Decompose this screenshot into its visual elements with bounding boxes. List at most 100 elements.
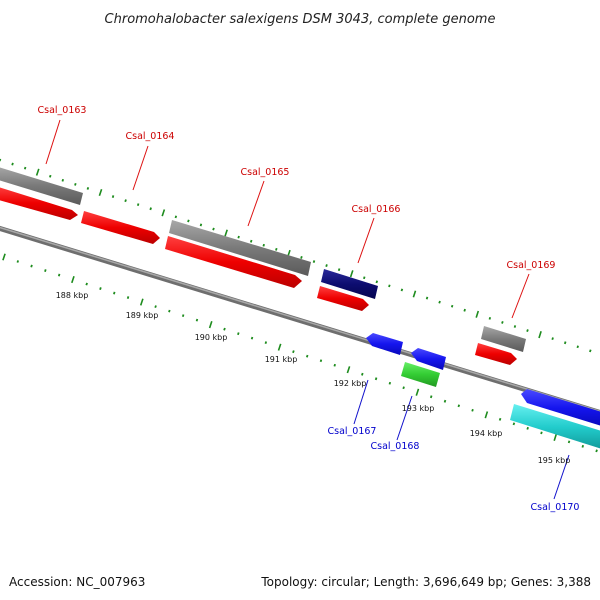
feature-gray-2[interactable] [169,220,311,276]
forward-tick [349,270,354,278]
reverse-tick [30,264,33,268]
gene-label[interactable]: Csal_0167 [328,426,377,437]
feature-red-2[interactable] [81,211,160,244]
feature-blue-1[interactable] [366,333,403,355]
reverse-tick [44,269,47,272]
forward-tick [149,207,152,211]
reverse-tick [292,350,295,354]
reverse-tick [113,291,116,295]
reverse-tick [498,417,502,421]
forward-tick [300,256,303,259]
feature-green-1[interactable] [401,362,440,387]
reverse-tick [567,440,571,444]
gene-label[interactable]: Csal_0165 [241,167,290,178]
feature-red-4[interactable] [317,286,369,311]
forward-tick [538,331,542,339]
reverse-tick [402,386,405,390]
forward-tick [589,349,592,353]
forward-tick [438,300,441,304]
reverse-tick [553,433,558,441]
forward-tick [275,247,278,251]
forward-tick [187,219,190,223]
reverse-tick [346,366,351,374]
reverse-tick [154,305,157,309]
gene-label[interactable]: Csal_0166 [352,204,401,215]
forward-tick [388,284,391,288]
reverse-tick [429,395,433,399]
scale-label: 190 kbp [195,333,228,342]
forward-tick [212,227,215,231]
forward-tick [450,304,454,308]
reverse-tick [361,372,364,376]
forward-tick-track [0,158,592,353]
forward-tick [488,316,492,320]
forward-tick [11,162,14,166]
gene-label[interactable]: Csal_0170 [531,502,580,513]
feature-gray-3[interactable] [481,326,526,352]
reverse-tick [388,381,392,385]
reverse-tick [415,388,420,396]
reverse-tick [16,260,20,263]
reverse-tick [443,399,447,403]
genome-backbone-highlight [0,226,600,413]
forward-tick [61,178,65,182]
forward-tick [249,239,253,243]
gene-label[interactable]: Csal_0168 [371,441,420,452]
forward-tick [513,325,517,328]
reverse-tick [512,422,516,426]
feature-red-5[interactable] [475,343,517,365]
feature-red-1[interactable] [0,186,78,220]
forward-tick [49,174,52,178]
gene-label[interactable]: Csal_0164 [126,131,175,142]
forward-tick [23,166,27,170]
forward-tick [86,187,90,190]
reverse-tick [223,327,226,331]
forward-tick [425,296,429,300]
forward-tick [74,182,77,186]
reverse-tick [237,332,240,336]
reverse-tick [2,253,6,261]
genome-summary-text: Topology: circular; Length: 3,696,649 bp… [260,575,591,589]
reverse-tick [71,275,75,284]
reverse-tick [581,444,585,448]
forward-tick [35,168,40,176]
gene-labels: Csal_0163 Csal_0164 Csal_0165 Csal_0166 … [38,105,580,513]
forward-tick [551,337,554,341]
reverse-tick [85,282,88,286]
forward-tick [563,341,567,345]
scale-label: 192 kbp [334,379,367,388]
forward-tick [463,308,466,312]
forward-tick [501,321,504,324]
forward-tick [161,209,166,217]
reverse-tick [305,354,309,358]
forward-tick [412,290,417,298]
reverse-tick-track [2,253,598,453]
reverse-tick [277,343,282,351]
reverse-tick [333,363,336,367]
feature-red-3[interactable] [165,236,302,288]
gene-label[interactable]: Csal_0163 [38,105,87,116]
gene-label[interactable]: Csal_0169 [507,260,556,271]
forward-tick [98,188,103,197]
forward-tick [526,329,529,332]
reverse-tick [195,318,199,322]
forward-tick [325,264,328,267]
feature-cyan-1[interactable] [510,404,600,450]
forward-tick [475,310,480,318]
reverse-tick [264,341,268,345]
feature-blue-2[interactable] [411,348,446,370]
scale-label: 191 kbp [265,355,298,364]
accession-text: Accession: NC_007963 [9,575,145,589]
forward-tick [224,229,228,237]
feature-gray-1[interactable] [0,166,83,205]
reverse-tick [471,408,474,412]
feature-navy-1[interactable] [321,269,378,299]
map-title: Chromohalobacter salexigens DSM 3043, co… [105,12,496,27]
feature-blue-3[interactable] [521,389,600,427]
scale-label: 195 kbp [538,456,571,465]
forward-tick [237,235,240,239]
reverse-tick [181,314,185,318]
reverse-tick [99,287,102,290]
forward-tick [337,268,341,272]
